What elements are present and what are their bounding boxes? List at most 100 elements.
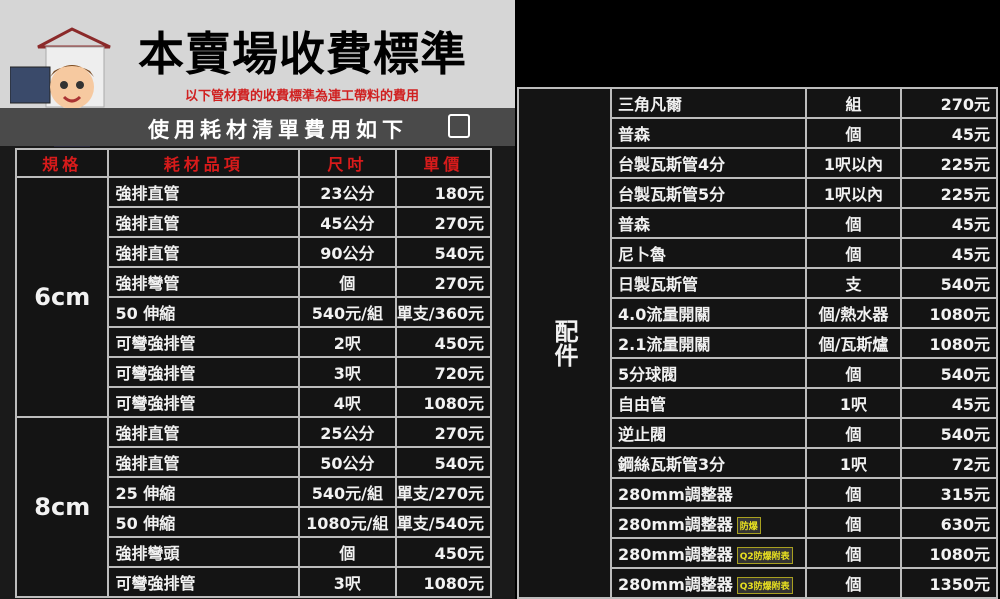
price-cell: 270元 — [394, 266, 493, 298]
size-cell: 個 — [805, 507, 902, 539]
size-cell: 3呎 — [297, 356, 397, 388]
price-cell: 單支/360元 — [394, 296, 493, 328]
item-cell: 2.1流量開關 — [610, 327, 807, 359]
price-cell: 單支/540元 — [394, 506, 493, 538]
item-cell: 鋼絲瓦斯管3分 — [610, 447, 807, 479]
item-name: 5分球閥 — [618, 365, 678, 384]
item-cell: 台製瓦斯管5分 — [610, 177, 807, 209]
page-subtitle: 以下管材費的收費標準為連工帶料的費用 — [185, 89, 420, 104]
table-row: 日製瓦斯管 支 540元 — [518, 267, 998, 299]
item-name: 280mm調整器 — [618, 545, 733, 564]
item-cell: 尼卜魯 — [610, 237, 807, 269]
size-cell: 個 — [805, 117, 902, 149]
header-banner: 本賣場收費標準 以下管材費的收費標準為連工帶料的費用 — [0, 0, 515, 147]
size-cell: 支 — [805, 267, 902, 299]
size-cell: 1080元/組 — [297, 506, 397, 538]
item-cell: 普森 — [610, 117, 807, 149]
spec-cell: 6cm — [14, 176, 110, 418]
size-cell: 個 — [805, 207, 902, 239]
table-row: 普森 個 45元 — [518, 117, 998, 149]
table-row: 50 伸縮 540元/組 單支/360元 — [16, 296, 493, 328]
price-cell: 315元 — [900, 477, 998, 509]
table-row: 鋼絲瓦斯管3分 1呎 72元 — [518, 447, 998, 479]
item-cell: 強排直管 — [107, 446, 300, 478]
table-row: 強排直管 90公分 540元 — [16, 236, 493, 268]
item-cell: 普森 — [610, 207, 807, 239]
price-cell: 540元 — [900, 357, 998, 389]
item-cell: 280mm調整器 Q3防爆附表 — [610, 567, 807, 599]
price-cell: 540元 — [394, 236, 493, 268]
size-cell: 23公分 — [297, 176, 397, 208]
table-row: 可彎強排管 2呎 450元 — [16, 326, 493, 358]
table-row: 280mm調整器 Q3防爆附表個 1350元 — [518, 567, 998, 599]
page-title: 本賣場收費標準 — [138, 27, 467, 81]
item-name: 台製瓦斯管4分 — [618, 155, 726, 174]
item-badge: Q2防爆附表 — [736, 547, 793, 564]
item-cell: 強排彎管 — [107, 266, 300, 298]
table-row: 可彎強排管 4呎 1080元 — [16, 386, 493, 418]
table-row: 台製瓦斯管4分 1呎以內 225元 — [518, 147, 998, 179]
item-cell: 25 伸縮 — [107, 476, 300, 508]
spec-cell: 8cm — [14, 416, 110, 598]
item-cell: 強排彎頭 — [107, 536, 300, 568]
price-cell: 720元 — [394, 356, 493, 388]
item-name: 2.1流量開關 — [618, 335, 711, 354]
size-cell: 個 — [805, 567, 902, 599]
size-cell: 3呎 — [297, 566, 397, 598]
item-cell: 280mm調整器 防爆 — [610, 507, 807, 539]
price-cell: 72元 — [900, 447, 998, 479]
item-cell: 50 伸縮 — [107, 506, 300, 538]
clipboard-icon — [448, 114, 470, 138]
item-cell: 可彎強排管 — [107, 566, 300, 598]
item-badge: Q3防爆附表 — [736, 577, 793, 594]
item-cell: 強排直管 — [107, 176, 300, 208]
item-name: 自由管 — [618, 395, 667, 414]
column-header: 規格 — [14, 148, 110, 178]
item-cell: 50 伸縮 — [107, 296, 300, 328]
table-row: 5分球閥 個 540元 — [518, 357, 998, 389]
table-row: 強排直管 45公分 270元 — [16, 206, 493, 238]
price-cell: 45元 — [900, 387, 998, 419]
item-name: 鋼絲瓦斯管3分 — [618, 455, 726, 474]
price-cell: 1080元 — [394, 386, 493, 418]
price-cell: 450元 — [394, 326, 493, 358]
item-name: 尼卜魯 — [618, 245, 667, 264]
item-cell: 強排直管 — [107, 236, 300, 268]
size-cell: 個 — [805, 537, 902, 569]
size-cell: 540元/組 — [297, 296, 397, 328]
table-row: 50 伸縮 1080元/組 單支/540元 — [16, 506, 493, 538]
column-header: 尺吋 — [297, 148, 397, 178]
size-cell: 90公分 — [297, 236, 397, 268]
size-cell: 540元/組 — [297, 476, 397, 508]
size-cell: 25公分 — [297, 416, 397, 448]
item-name: 逆止閥 — [618, 425, 667, 444]
accessories-price-table: 配件 三角凡爾組 270元 普森個 45元 台製瓦斯管4分 1呎以內 225元 台製瓦斯管5分 1… — [517, 87, 998, 599]
table-row: 280mm調整器 個 315元 — [518, 477, 998, 509]
size-cell: 個/熱水器 — [805, 297, 902, 329]
item-name: 280mm調整器 — [618, 485, 733, 504]
price-cell: 1080元 — [900, 327, 998, 359]
price-cell: 270元 — [900, 87, 998, 119]
size-cell: 組 — [805, 87, 902, 119]
item-cell: 三角凡爾 — [610, 87, 807, 119]
price-cell: 225元 — [900, 177, 998, 209]
table-row: 配件 三角凡爾 組 270元 — [517, 87, 998, 599]
size-cell: 1呎 — [805, 447, 902, 479]
item-cell: 強排直管 — [107, 416, 300, 448]
table-row: 強排彎管個 270元 — [16, 266, 493, 298]
table-row: 2.1流量開關 個/瓦斯爐 1080元 — [518, 327, 998, 359]
column-header: 單價 — [394, 148, 493, 178]
table-row: 強排彎頭個 450元 — [16, 536, 493, 568]
table-row: 6cm 強排直管 23公分 180元 — [14, 176, 493, 418]
table-row: 280mm調整器 防爆個 630元 — [518, 507, 998, 539]
item-name: 280mm調整器 — [618, 575, 733, 594]
price-cell: 1080元 — [900, 537, 998, 569]
price-cell: 540元 — [394, 446, 493, 478]
price-cell: 630元 — [900, 507, 998, 539]
section-band — [0, 108, 515, 146]
size-cell: 個 — [297, 266, 397, 298]
table-row: 逆止閥 個 540元 — [518, 417, 998, 449]
size-cell: 個 — [805, 417, 902, 449]
item-cell: 日製瓦斯管 — [610, 267, 807, 299]
size-cell: 個/瓦斯爐 — [805, 327, 902, 359]
